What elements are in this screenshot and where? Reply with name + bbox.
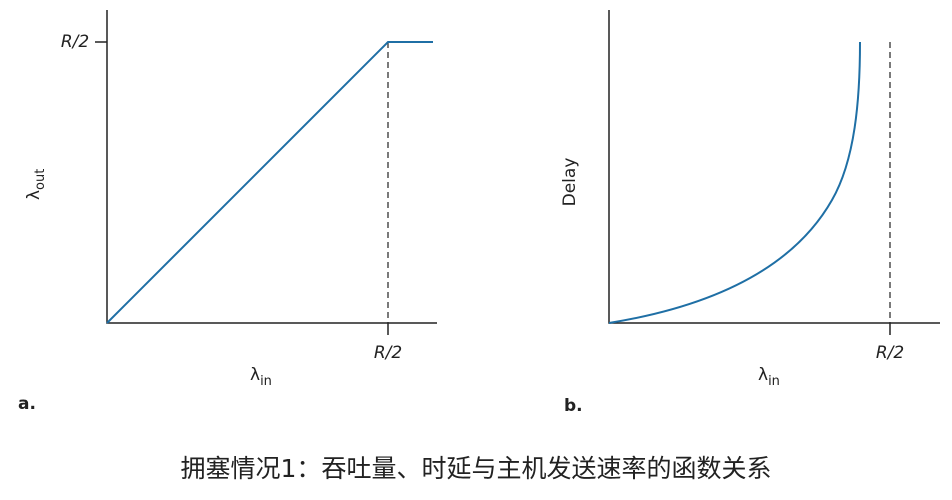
x-tick-label: R/2 bbox=[374, 343, 402, 363]
y-tick-label: R/2 bbox=[61, 32, 89, 52]
subscript: out bbox=[33, 169, 48, 190]
throughput-line bbox=[106, 41, 433, 324]
symbol: λ bbox=[24, 190, 44, 200]
symbol: λ bbox=[250, 365, 260, 385]
panel-letter: a. bbox=[18, 394, 36, 414]
x-axis-label: λin bbox=[758, 365, 780, 389]
x-axis-label: λin bbox=[250, 365, 272, 389]
subscript: in bbox=[768, 374, 780, 389]
subscript: in bbox=[260, 374, 272, 389]
panel-letter: b. bbox=[564, 396, 583, 416]
x-tick-label: R/2 bbox=[876, 343, 904, 363]
delay-curve bbox=[608, 41, 861, 324]
y-axis-label: Delay bbox=[560, 158, 580, 207]
panel-b: R/2 λin Delay b. bbox=[560, 10, 940, 416]
caption: 拥塞情况1：吞吐量、时延与主机发送速率的函数关系 bbox=[181, 454, 772, 483]
panel-a: R/2 R/2 λin λout a. bbox=[18, 10, 437, 414]
y-axis-label: λout bbox=[24, 169, 48, 200]
symbol: λ bbox=[758, 365, 768, 385]
